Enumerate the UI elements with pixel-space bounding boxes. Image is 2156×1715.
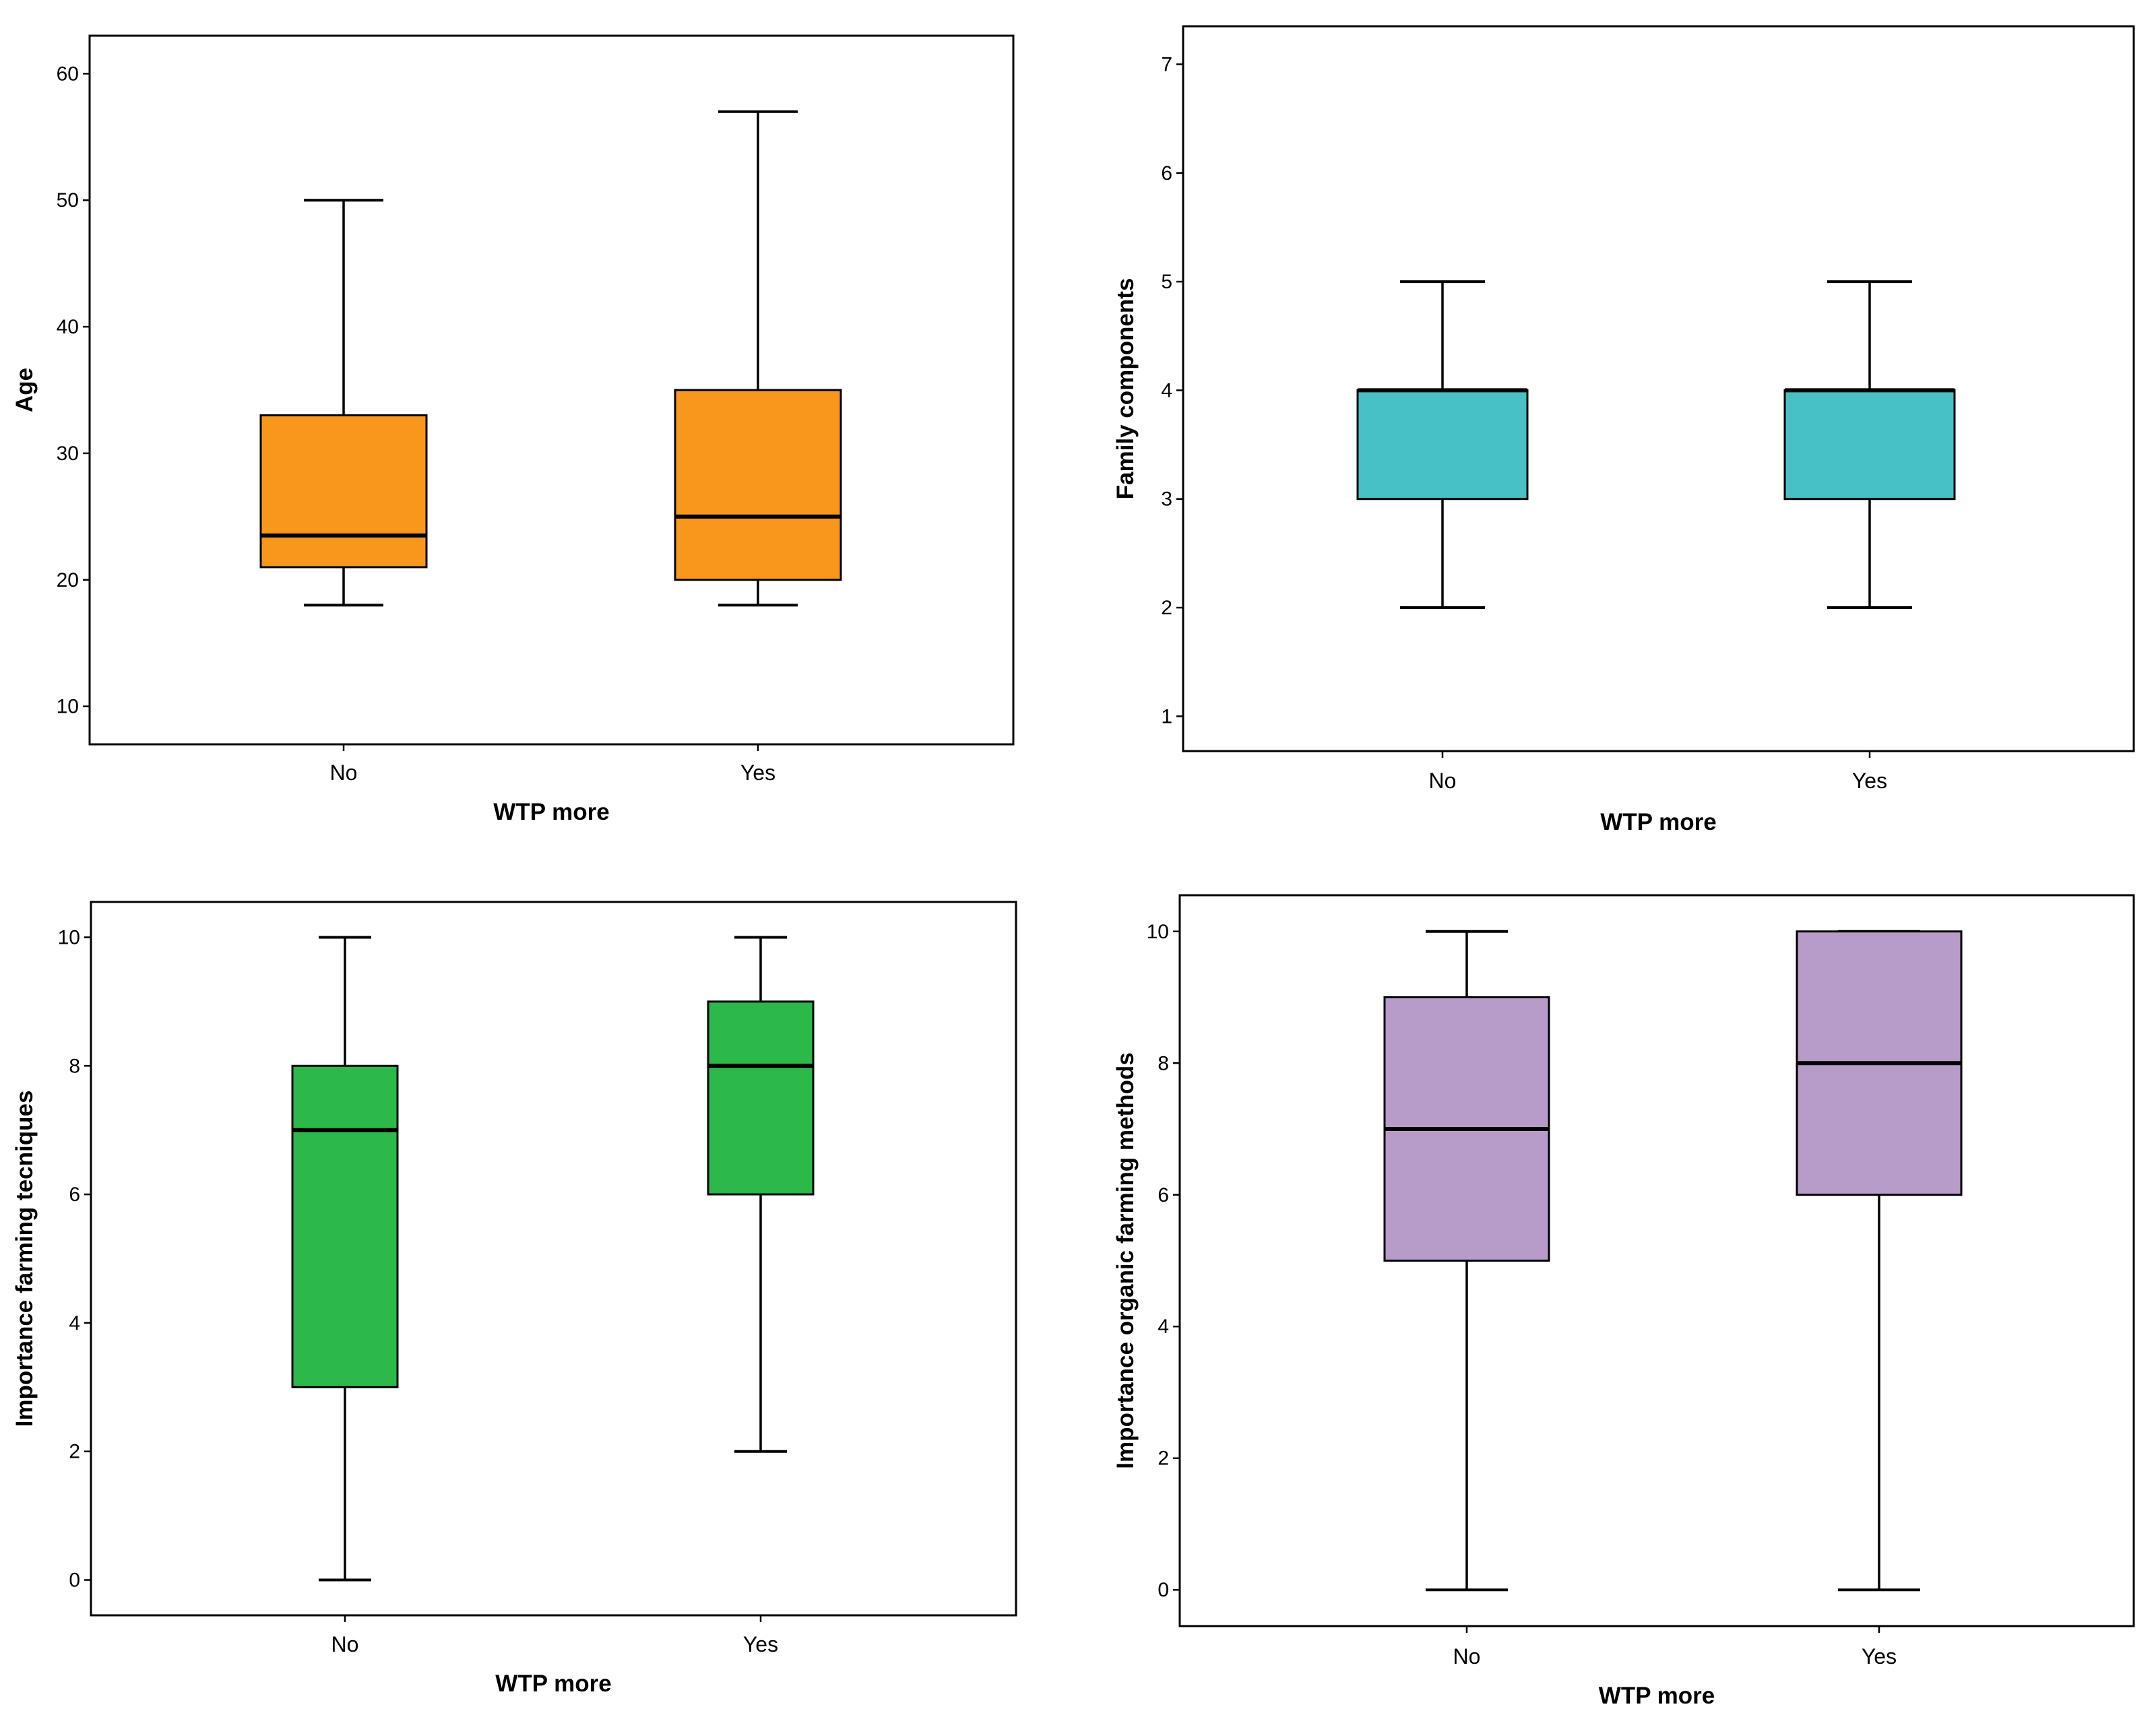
category-label: Yes [743,1632,778,1656]
box-yes [1783,280,1956,610]
category-label: No [330,761,358,785]
category-label: No [1429,769,1457,793]
x-axis-title: WTP more [493,799,609,825]
y-tick-label: 3 [1161,488,1172,511]
y-tick-label: 6 [1161,162,1172,185]
category-label: Yes [1862,1644,1897,1669]
y-axis-title: Age [11,368,38,412]
box-yes [707,936,815,1453]
y-tick-label: 10 [58,926,80,948]
y-tick-label: 4 [1158,1316,1169,1338]
y-tick-label: 4 [69,1312,80,1334]
box-no [291,936,399,1582]
iqr-box [291,1064,399,1388]
chart-panel-1: 10 20 30 40 50 60 No Yes WTP more Age [11,34,1015,825]
y-tick-label: 20 [57,569,79,591]
y-tick-label: 2 [1158,1448,1169,1470]
category-label: Yes [740,761,775,785]
iqr-box [674,389,842,581]
box-no [1383,930,1550,1592]
y-tick-label: 2 [1161,597,1172,619]
category-label: No [331,1632,359,1656]
y-tick-label: 40 [57,316,79,338]
iqr-box [1783,389,1956,500]
y-tick-label: 30 [57,443,79,465]
y-axis-title: Family components [1112,278,1139,500]
chart-panel-3: 0 2 4 6 8 10 No Yes WTP more Importance farming t… [11,901,1017,1697]
y-tick-label: 5 [1161,271,1172,293]
category-label: No [1453,1644,1481,1669]
plot-frame [90,901,1017,1617]
y-tick-label: 10 [57,696,79,718]
y-tick-label: 50 [57,189,79,212]
box-no [259,199,428,607]
y-tick-label: 1 [1161,705,1172,727]
box-yes [674,110,842,607]
y-tick-label: 0 [1158,1579,1169,1601]
iqr-box [707,1000,815,1196]
iqr-box [259,414,428,569]
y-axis-title: Importance farming tecniques [11,1091,38,1427]
chart-panel-2: 1 2 3 4 5 6 7 No Yes WTP more Family components [1112,25,2135,835]
plot-frame [1182,25,2135,752]
plot-frame [1178,894,2135,1627]
y-tick-label: 6 [69,1184,80,1206]
x-axis-title: WTP more [495,1671,611,1697]
y-tick-label: 4 [1161,379,1172,401]
category-label: Yes [1852,769,1887,793]
y-tick-label: 6 [1158,1184,1169,1206]
y-tick-label: 8 [69,1055,80,1077]
box-no [1356,280,1529,610]
y-tick-label: 8 [1158,1052,1169,1074]
y-tick-label: 0 [69,1570,80,1592]
y-tick-label: 7 [1161,53,1172,75]
y-tick-label: 10 [1147,921,1169,943]
chart-panel-4: 0 2 4 6 8 10 No Yes WTP more Importance organic f… [1112,894,2135,1709]
box-yes [1796,930,1963,1592]
iqr-box [1356,389,1529,500]
y-tick-label: 2 [69,1441,80,1463]
y-tick-label: 60 [57,63,79,85]
x-axis-title: WTP more [1599,1683,1715,1709]
y-axis-title: Importance organic farming methods [1112,1052,1139,1468]
x-axis-title: WTP more [1600,809,1716,835]
plot-frame [88,34,1015,746]
